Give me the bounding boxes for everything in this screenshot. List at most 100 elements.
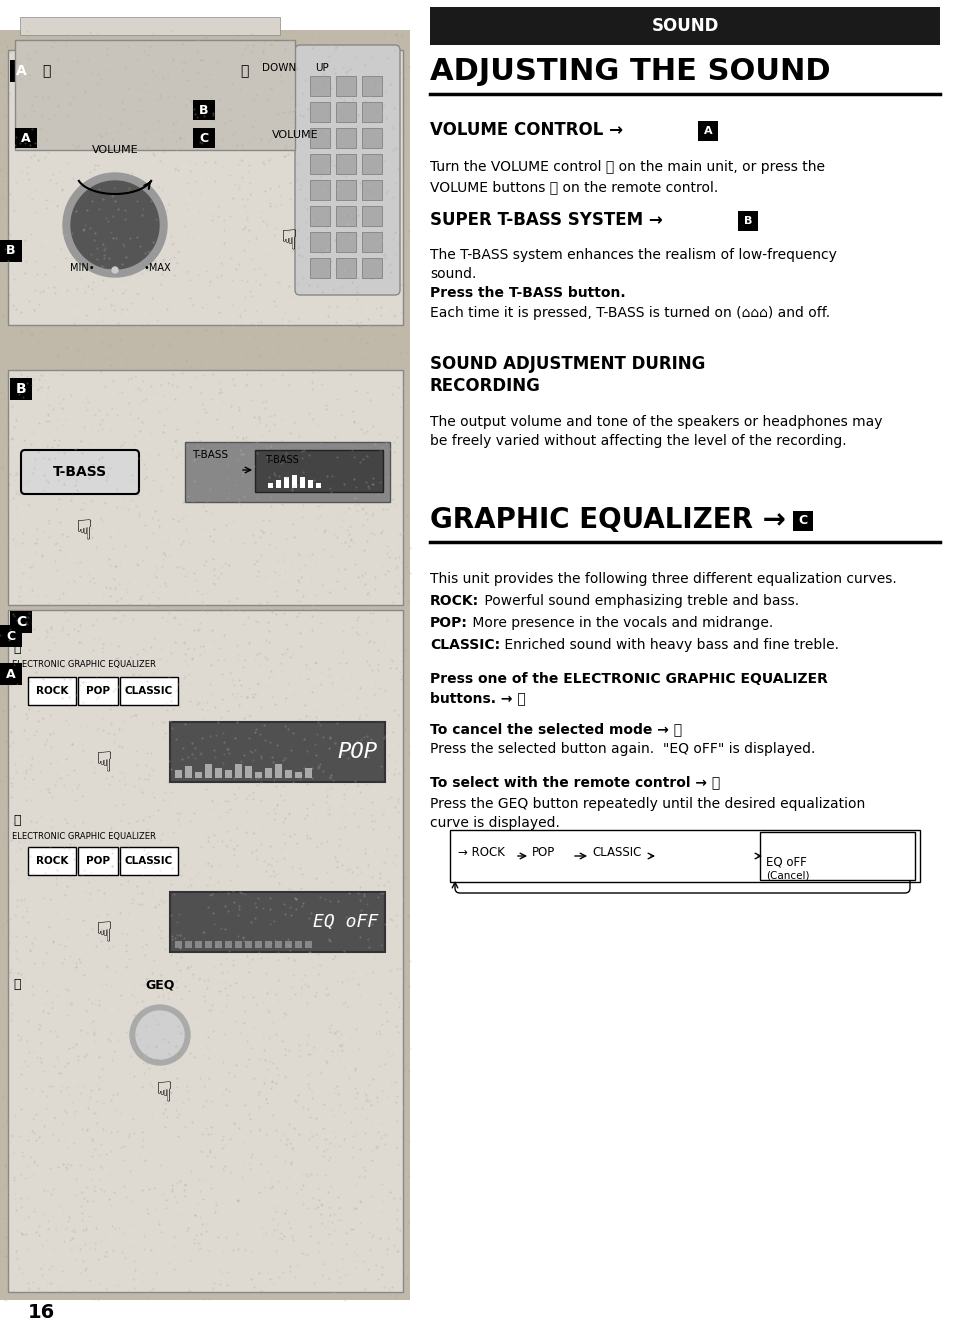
Text: C: C	[16, 614, 26, 629]
Bar	[792, 511, 812, 531]
Text: More presence in the vocals and midrange.: More presence in the vocals and midrange…	[468, 616, 773, 630]
Text: ⓑ: ⓑ	[240, 64, 248, 78]
Bar	[361, 76, 381, 96]
Circle shape	[112, 267, 118, 273]
Text: UP: UP	[314, 63, 329, 73]
Text: ☞: ☞	[86, 750, 113, 774]
Bar	[294, 942, 302, 948]
Bar	[0, 239, 22, 262]
Circle shape	[136, 1011, 184, 1059]
Text: POP: POP	[86, 686, 110, 696]
Text: ☞: ☞	[86, 919, 113, 944]
Bar	[361, 154, 381, 174]
Text: 16: 16	[28, 1302, 55, 1322]
FancyBboxPatch shape	[294, 45, 399, 295]
Bar	[15, 40, 294, 150]
Bar	[120, 677, 178, 705]
Bar	[285, 770, 292, 778]
Bar	[361, 231, 381, 251]
Bar	[335, 206, 355, 226]
Bar	[194, 942, 202, 948]
Polygon shape	[262, 92, 328, 112]
Text: Press the T-BASS button.: Press the T-BASS button.	[430, 286, 625, 301]
Bar	[214, 942, 222, 948]
Bar	[120, 847, 178, 875]
Text: → ROCK: → ROCK	[457, 846, 504, 858]
Bar	[15, 128, 37, 148]
Bar	[10, 60, 32, 82]
Bar	[305, 767, 312, 778]
Bar	[275, 480, 281, 488]
Bar	[205, 942, 212, 948]
Bar	[234, 763, 242, 778]
Bar	[265, 767, 272, 778]
Text: ROCK: ROCK	[36, 857, 68, 866]
Bar	[214, 767, 222, 778]
Text: GEQ: GEQ	[145, 979, 174, 991]
Bar	[760, 833, 914, 880]
Bar	[8, 51, 402, 325]
Text: This unit provides the following three different equalization curves.: This unit provides the following three d…	[430, 572, 896, 587]
Bar	[174, 942, 182, 948]
Text: CLASSIC: CLASSIC	[592, 846, 640, 858]
Text: B: B	[743, 215, 751, 226]
Bar	[185, 766, 192, 778]
Text: Press one of the ELECTRONIC GRAPHIC EQUALIZER
buttons. → ⓐ: Press one of the ELECTRONIC GRAPHIC EQUA…	[430, 672, 827, 705]
Text: Enriched sound with heavy bass and fine treble.: Enriched sound with heavy bass and fine …	[499, 638, 838, 652]
Bar	[205, 763, 212, 778]
FancyBboxPatch shape	[21, 450, 139, 493]
Text: SOUND: SOUND	[651, 17, 718, 35]
Bar	[174, 770, 182, 778]
Text: B: B	[15, 382, 27, 396]
Bar	[274, 942, 282, 948]
Bar	[361, 102, 381, 122]
Bar	[698, 121, 718, 141]
Circle shape	[63, 173, 167, 277]
Bar	[234, 942, 242, 948]
Bar	[225, 942, 232, 948]
Text: GRAPHIC EQUALIZER →: GRAPHIC EQUALIZER →	[430, 505, 795, 535]
Bar	[361, 128, 381, 148]
Text: VOLUME: VOLUME	[91, 145, 138, 156]
Bar	[738, 211, 758, 231]
Circle shape	[71, 181, 159, 269]
Text: POP: POP	[337, 742, 377, 762]
Text: The T-BASS system enhances the realism of low-frequency
sound.: The T-BASS system enhances the realism o…	[430, 247, 836, 282]
Text: ☞: ☞	[66, 517, 94, 543]
Text: VOLUME CONTROL →: VOLUME CONTROL →	[430, 121, 628, 140]
Bar	[8, 610, 402, 1291]
Text: MIN•: MIN•	[70, 263, 94, 273]
Bar	[361, 258, 381, 278]
Bar	[310, 206, 330, 226]
Text: ⓐ: ⓐ	[13, 641, 20, 654]
Text: Press the GEQ button repeatedly until the desired equalization
curve is displaye: Press the GEQ button repeatedly until th…	[430, 797, 864, 830]
Text: VOLUME: VOLUME	[272, 130, 318, 140]
Text: EQ oFF: EQ oFF	[765, 855, 806, 868]
Text: ADJUSTING THE SOUND: ADJUSTING THE SOUND	[430, 57, 830, 86]
Bar	[8, 370, 402, 605]
Bar	[315, 483, 320, 488]
Bar	[170, 892, 385, 952]
Bar	[310, 128, 330, 148]
Bar	[245, 942, 252, 948]
Bar	[361, 180, 381, 200]
Text: POP: POP	[86, 857, 110, 866]
Text: B: B	[199, 104, 209, 117]
Bar	[335, 154, 355, 174]
Bar	[193, 128, 214, 148]
Text: ROCK: ROCK	[36, 686, 68, 696]
Bar	[265, 942, 272, 948]
Bar	[274, 763, 282, 778]
Text: A: A	[21, 132, 30, 145]
Bar	[284, 477, 289, 488]
Text: CLASSIC: CLASSIC	[125, 686, 172, 696]
Bar	[310, 180, 330, 200]
Text: T-BASS: T-BASS	[265, 455, 298, 465]
Bar	[225, 770, 232, 778]
Text: The output volume and tone of the speakers or headphones may
be freely varied wi: The output volume and tone of the speake…	[430, 415, 882, 448]
Text: Each time it is pressed, T-BASS is turned on (⌂⌂⌂) and off.: Each time it is pressed, T-BASS is turne…	[430, 306, 829, 321]
Text: A: A	[703, 126, 712, 136]
Text: CLASSIC:: CLASSIC:	[430, 638, 499, 652]
Text: Press the selected button again.  "EQ oFF" is displayed.: Press the selected button again. "EQ oFF…	[430, 742, 815, 755]
Text: (Cancel): (Cancel)	[765, 871, 809, 880]
